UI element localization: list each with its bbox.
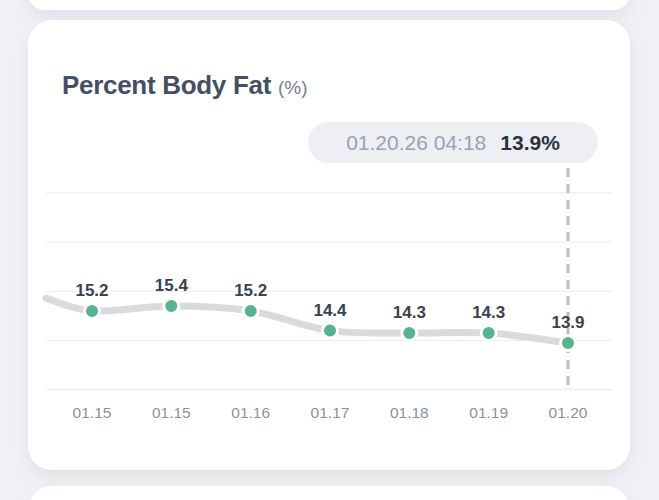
point-value-label: 14.3 — [472, 303, 505, 322]
previous-card-edge — [28, 0, 630, 10]
body-fat-line-chart[interactable]: 15.2 15.4 15.2 14.4 14.3 14.3 13.9 01.15 01.15 01… — [28, 20, 630, 470]
point-value-label: 15.2 — [234, 281, 267, 300]
point-value-label: 14.4 — [313, 301, 347, 320]
data-point-01.15-15.4[interactable] — [164, 299, 179, 314]
point-value-label: 14.3 — [393, 303, 426, 322]
point-value-label: 15.2 — [75, 281, 108, 300]
data-point-01.18-14.3[interactable] — [402, 326, 417, 341]
data-point-01.15-15.2[interactable] — [85, 303, 100, 318]
x-axis-label: 01.16 — [231, 404, 270, 421]
data-point-01.17-14.4[interactable] — [323, 323, 338, 338]
data-point-01.16-15.2[interactable] — [243, 303, 258, 318]
next-card-edge — [28, 486, 630, 500]
x-axis-label: 01.20 — [549, 404, 588, 421]
x-axis-label: 01.15 — [152, 404, 191, 421]
percent-body-fat-card: Percent Body Fat (%) 01.20.26 04:18 13.9… — [28, 20, 630, 470]
x-axis-label: 01.19 — [469, 404, 508, 421]
health-app-screen: Percent Body Fat (%) 01.20.26 04:18 13.9… — [0, 0, 659, 500]
point-value-label: 13.9 — [551, 313, 584, 332]
x-axis-label: 01.17 — [311, 404, 350, 421]
x-axis-label: 01.15 — [73, 404, 112, 421]
point-value-label: 15.4 — [155, 276, 189, 295]
data-point-01.20-13.9[interactable] — [561, 335, 576, 350]
x-axis-label: 01.18 — [390, 404, 429, 421]
data-point-01.19-14.3[interactable] — [481, 326, 496, 341]
